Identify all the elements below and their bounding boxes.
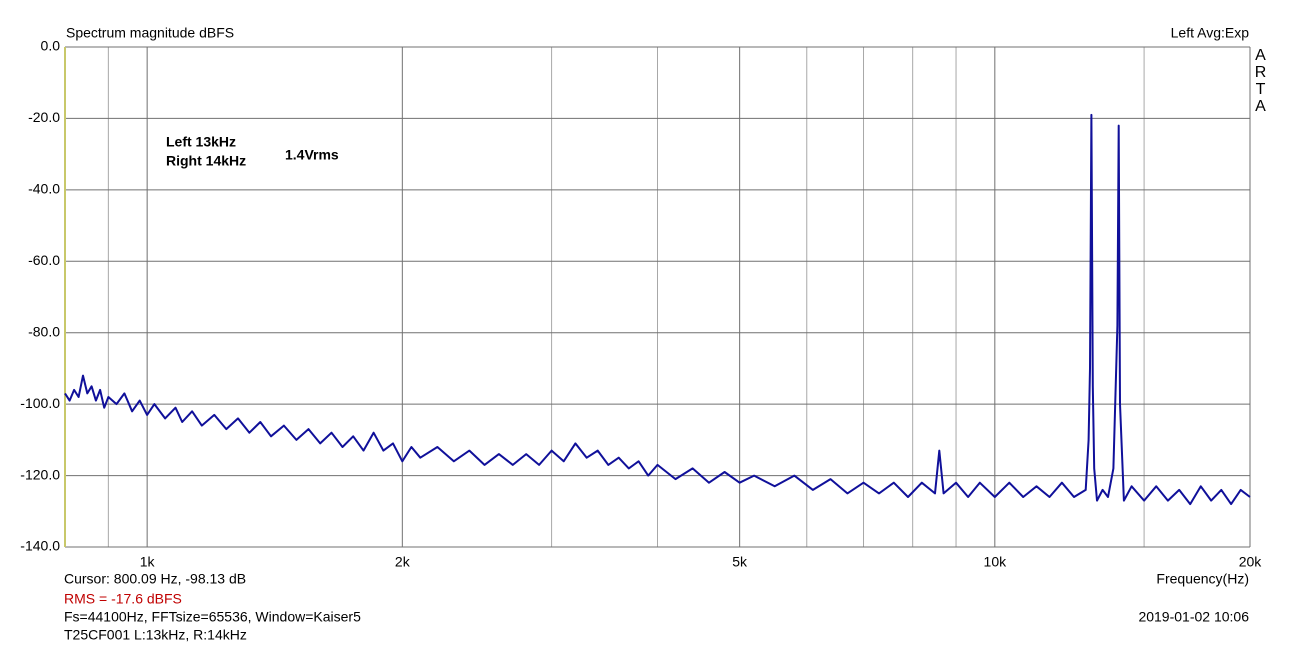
footer-line: T25CF001 L:13kHz, R:14kHz xyxy=(64,627,247,643)
footer-line: Cursor: 800.09 Hz, -98.13 dB xyxy=(64,571,246,587)
annotation: 1.4Vrms xyxy=(285,147,339,163)
y-tick-label: -80.0 xyxy=(28,323,60,339)
x-tick-label: 1k xyxy=(140,554,156,570)
y-tick-label: -20.0 xyxy=(28,109,60,125)
y-tick-label: 0.0 xyxy=(41,38,61,54)
brand: ARTA xyxy=(1252,47,1269,115)
y-tick-label: -120.0 xyxy=(20,466,60,482)
footer-line: Fs=44100Hz, FFTsize=65536, Window=Kaiser… xyxy=(64,609,361,625)
channel-label: Left Avg:Exp xyxy=(1171,25,1250,41)
y-tick-label: -60.0 xyxy=(28,252,60,268)
y-tick-label: -100.0 xyxy=(20,395,60,411)
chart-title: Spectrum magnitude dBFS xyxy=(66,25,234,41)
y-tick-label: -140.0 xyxy=(20,538,60,554)
annotation: Right 14kHz xyxy=(166,153,246,169)
footer-line: RMS = -17.6 dBFS xyxy=(64,591,182,607)
x-tick-label: 2k xyxy=(395,554,411,570)
timestamp: 2019-01-02 10:06 xyxy=(1138,609,1249,625)
x-axis-label: Frequency(Hz) xyxy=(1156,571,1249,587)
x-tick-label: 20k xyxy=(1239,554,1263,570)
spectrum-line xyxy=(64,113,1251,506)
x-tick-label: 10k xyxy=(984,554,1008,570)
y-tick-label: -40.0 xyxy=(28,181,60,197)
x-tick-label: 5k xyxy=(732,554,748,570)
annotation: Left 13kHz xyxy=(166,134,236,150)
